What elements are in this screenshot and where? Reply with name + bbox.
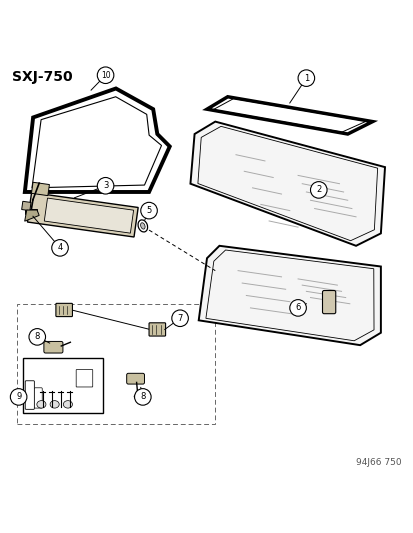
Polygon shape xyxy=(21,201,31,211)
Circle shape xyxy=(52,240,68,256)
Polygon shape xyxy=(190,122,384,246)
Ellipse shape xyxy=(138,220,147,232)
Polygon shape xyxy=(206,97,372,134)
FancyBboxPatch shape xyxy=(44,342,63,353)
Ellipse shape xyxy=(50,401,59,408)
Text: 5: 5 xyxy=(146,206,151,215)
Circle shape xyxy=(140,203,157,219)
FancyBboxPatch shape xyxy=(25,381,34,409)
Text: 94J66 750: 94J66 750 xyxy=(355,458,401,467)
Circle shape xyxy=(29,329,45,345)
Ellipse shape xyxy=(134,394,141,399)
FancyBboxPatch shape xyxy=(34,388,42,408)
Polygon shape xyxy=(27,192,138,237)
Text: 10: 10 xyxy=(100,71,110,80)
FancyBboxPatch shape xyxy=(149,323,165,336)
FancyBboxPatch shape xyxy=(126,373,144,384)
Circle shape xyxy=(10,389,27,405)
Polygon shape xyxy=(25,209,37,214)
Text: 9: 9 xyxy=(16,392,21,401)
Text: 2: 2 xyxy=(316,185,320,195)
Bar xyxy=(17,304,215,424)
Polygon shape xyxy=(31,182,49,196)
Text: 8: 8 xyxy=(35,333,40,341)
Text: 7: 7 xyxy=(177,314,182,323)
Polygon shape xyxy=(44,198,133,233)
Bar xyxy=(23,358,103,414)
Circle shape xyxy=(97,67,114,84)
Text: SXJ-750: SXJ-750 xyxy=(12,70,73,84)
FancyBboxPatch shape xyxy=(56,303,72,317)
Polygon shape xyxy=(25,210,39,221)
FancyBboxPatch shape xyxy=(76,369,93,387)
Text: 3: 3 xyxy=(103,181,108,190)
Circle shape xyxy=(297,70,314,86)
Text: 1: 1 xyxy=(303,74,308,83)
Polygon shape xyxy=(25,88,169,192)
Circle shape xyxy=(310,182,326,198)
Ellipse shape xyxy=(37,401,46,408)
Text: 8: 8 xyxy=(140,392,145,401)
FancyBboxPatch shape xyxy=(322,290,335,314)
Ellipse shape xyxy=(140,223,145,229)
Text: 6: 6 xyxy=(295,303,300,312)
Circle shape xyxy=(289,300,306,316)
Circle shape xyxy=(134,389,151,405)
Circle shape xyxy=(171,310,188,327)
Circle shape xyxy=(97,177,114,194)
Ellipse shape xyxy=(63,401,72,408)
Polygon shape xyxy=(198,246,380,345)
Text: 4: 4 xyxy=(57,244,62,252)
